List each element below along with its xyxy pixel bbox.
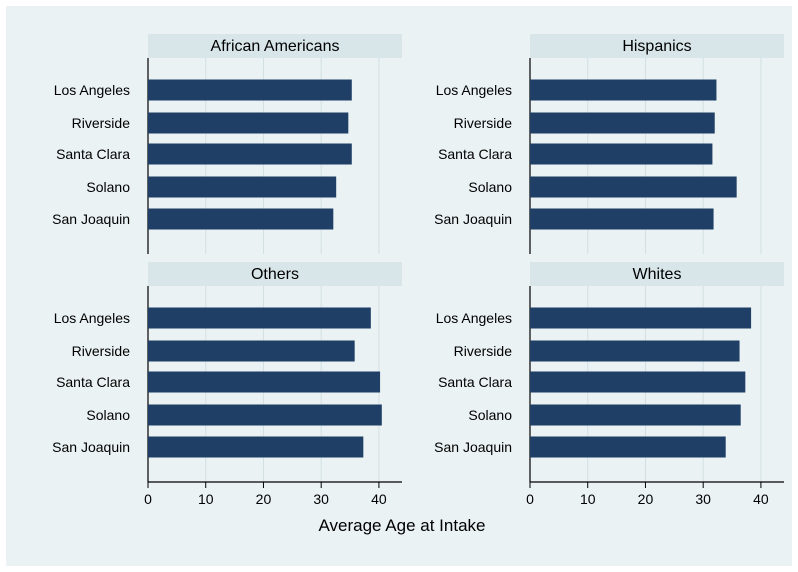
panel-title: African Americans [211,38,340,55]
bar [148,143,352,165]
chart: African Americans Los Angeles Riverside San… [52,34,784,535]
bar [530,112,715,134]
bar [148,340,355,362]
bar [530,79,717,101]
bar [148,208,334,230]
bar [530,307,752,329]
category-label: Santa Clara [438,374,512,390]
bar [148,112,349,134]
x-tick-label: 10 [198,491,214,507]
x-tick-label: 0 [526,491,534,507]
category-label: Los Angeles [54,82,130,98]
figure-background: African Americans Los Angeles Riverside San… [6,6,792,566]
bar [530,404,741,426]
category-label: Riverside [454,115,513,131]
category-label: Riverside [454,343,513,359]
bar [148,79,352,101]
category-label: Santa Clara [56,374,130,390]
x-tick-label: 40 [753,491,769,507]
category-label: Santa Clara [56,146,130,162]
x-tick-label: 10 [580,491,596,507]
category-label: Solano [468,407,512,423]
panel-header [530,262,784,286]
bar [530,176,737,198]
category-label: San Joaquin [434,211,512,227]
bar [148,176,337,198]
panel-header [530,34,784,58]
bar [148,307,371,329]
x-tick-label: 20 [638,491,654,507]
bar [530,340,740,362]
category-label: Riverside [72,115,131,131]
bar [148,404,382,426]
category-label: Solano [468,179,512,195]
category-label: San Joaquin [52,211,130,227]
category-label: Santa Clara [438,146,512,162]
bar [148,436,364,458]
bar [148,371,381,393]
category-label: Los Angeles [436,310,512,326]
category-label: San Joaquin [434,439,512,455]
panel-header [148,262,402,286]
panel-title: Whites [633,266,682,283]
bar [530,371,746,393]
x-tick-label: 20 [256,491,272,507]
category-label: Riverside [72,343,131,359]
x-tick-label: 30 [313,491,329,507]
category-label: Solano [86,407,130,423]
panel-header [148,34,402,58]
panel-title: Hispanics [622,38,691,55]
x-tick-label: 30 [695,491,711,507]
category-label: Solano [86,179,130,195]
bar [530,143,713,165]
category-label: San Joaquin [52,439,130,455]
bar [530,208,714,230]
category-label: Los Angeles [54,310,130,326]
x-tick-label: 0 [144,491,152,507]
x-tick-label: 40 [371,491,387,507]
x-axis-title: Average Age at Intake [319,516,486,535]
category-label: Los Angeles [436,82,512,98]
bar [530,436,726,458]
panel-title: Others [251,266,299,283]
